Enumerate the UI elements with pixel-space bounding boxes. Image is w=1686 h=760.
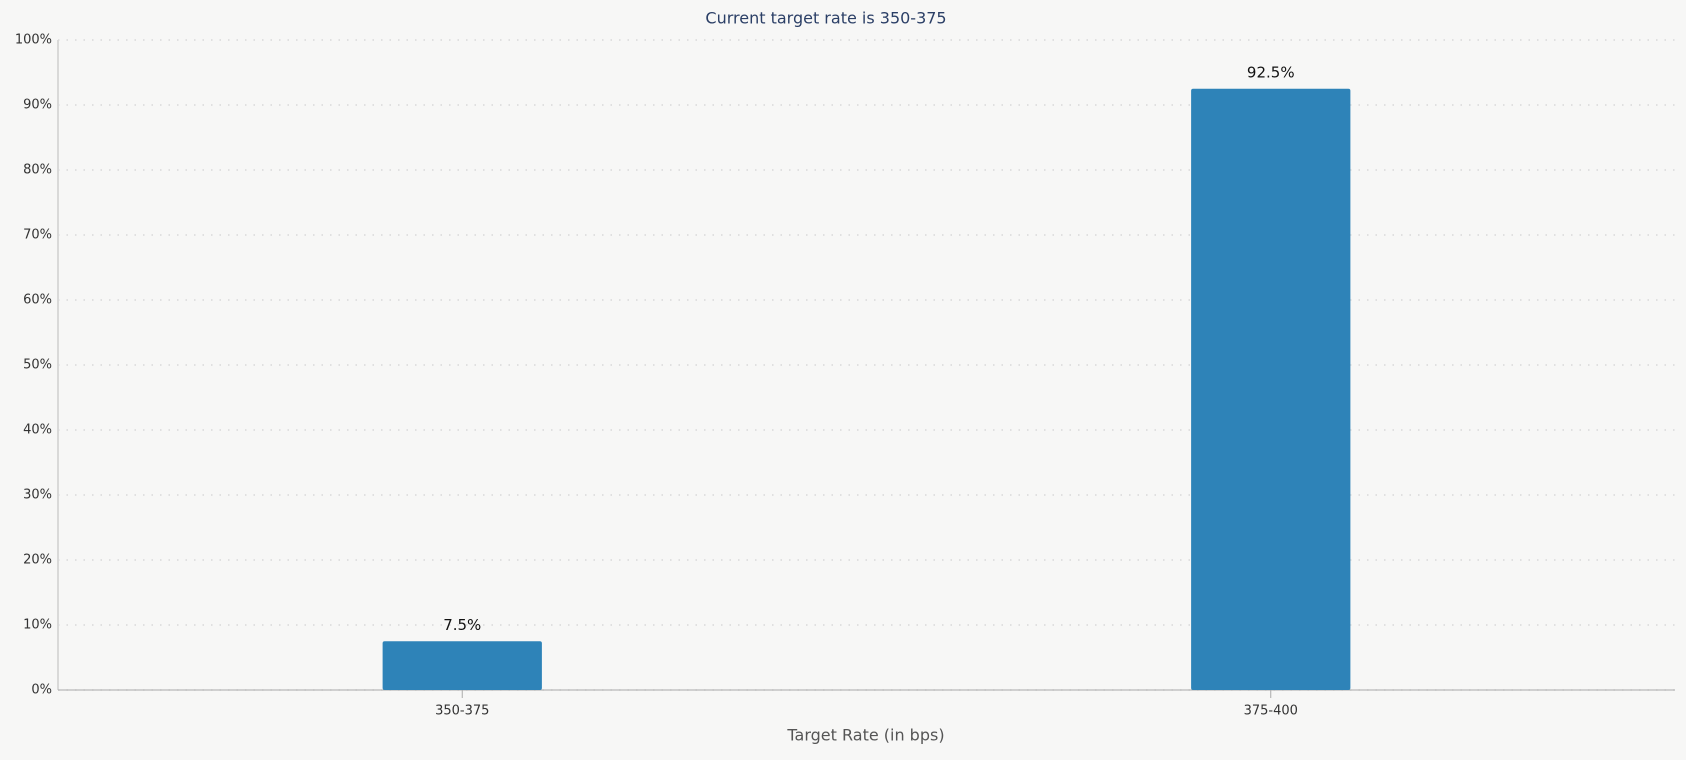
y-tick-label: 60%: [23, 293, 52, 308]
bar: [382, 641, 542, 690]
y-tick-label: 70%: [23, 228, 52, 243]
y-tick-label: 100%: [15, 33, 52, 48]
x-tick-label: 375-400: [1244, 704, 1298, 719]
x-tick-label: 350-375: [435, 704, 489, 719]
bar: [1191, 88, 1351, 690]
chart-title: Current target rate is 350-375: [705, 9, 946, 28]
value-label: 92.5%: [1247, 63, 1295, 81]
x-axis-title: Target Rate (in bps): [786, 726, 944, 745]
value-label: 7.5%: [443, 616, 481, 634]
y-tick-label: 0%: [31, 683, 52, 698]
y-tick-label: 80%: [23, 163, 52, 178]
y-tick-label: 90%: [23, 98, 52, 113]
y-tick-label: 10%: [23, 618, 52, 633]
y-tick-label: 30%: [23, 488, 52, 503]
y-tick-label: 50%: [23, 358, 52, 373]
y-tick-label: 20%: [23, 553, 52, 568]
y-tick-label: 40%: [23, 423, 52, 438]
